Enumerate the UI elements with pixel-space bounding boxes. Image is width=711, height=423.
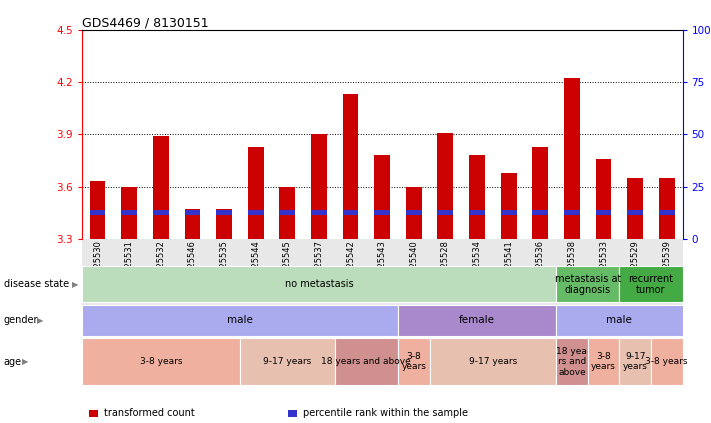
Text: 9-17 years: 9-17 years xyxy=(263,357,311,366)
Text: percentile rank within the sample: percentile rank within the sample xyxy=(303,408,468,418)
Bar xyxy=(216,209,232,239)
Text: metastasis at
diagnosis: metastasis at diagnosis xyxy=(555,274,621,295)
Bar xyxy=(153,210,169,214)
Text: no metastasis: no metastasis xyxy=(284,280,353,289)
Text: recurrent
tumor: recurrent tumor xyxy=(629,274,673,295)
Bar xyxy=(311,210,327,214)
Text: 9-17
years: 9-17 years xyxy=(623,352,648,371)
Text: gender: gender xyxy=(4,316,38,325)
Bar xyxy=(533,146,548,239)
Text: 3-8
years: 3-8 years xyxy=(401,352,426,371)
Text: 18 yea
rs and
above: 18 yea rs and above xyxy=(557,347,587,376)
Text: 3-8
years: 3-8 years xyxy=(591,352,616,371)
Bar xyxy=(247,210,264,214)
Bar xyxy=(564,210,579,214)
Bar xyxy=(185,210,201,214)
Bar xyxy=(343,210,358,214)
Bar xyxy=(406,187,422,239)
Bar xyxy=(374,155,390,239)
Text: age: age xyxy=(4,357,21,367)
Bar xyxy=(279,210,295,214)
Text: 3-8 years: 3-8 years xyxy=(646,357,688,366)
Bar xyxy=(469,210,485,214)
Bar xyxy=(216,210,232,214)
Bar xyxy=(90,181,105,239)
Bar xyxy=(90,210,105,214)
Text: 18 years and above: 18 years and above xyxy=(321,357,411,366)
Text: 9-17 years: 9-17 years xyxy=(469,357,517,366)
Text: ▶: ▶ xyxy=(37,316,43,325)
Bar xyxy=(406,210,422,214)
Bar xyxy=(437,132,454,239)
Bar xyxy=(533,210,548,214)
Bar xyxy=(564,79,579,239)
Text: ▶: ▶ xyxy=(72,280,78,289)
Bar xyxy=(659,210,675,214)
Bar xyxy=(627,210,643,214)
Bar xyxy=(122,187,137,239)
Bar xyxy=(469,155,485,239)
Bar xyxy=(343,94,358,239)
Text: GDS4469 / 8130151: GDS4469 / 8130151 xyxy=(82,17,208,30)
Bar xyxy=(437,210,454,214)
Bar xyxy=(311,135,327,239)
Text: female: female xyxy=(459,316,495,325)
Bar xyxy=(122,210,137,214)
Bar xyxy=(279,187,295,239)
Bar xyxy=(153,136,169,239)
Text: 3-8 years: 3-8 years xyxy=(139,357,182,366)
Text: male: male xyxy=(606,316,632,325)
Bar xyxy=(501,210,517,214)
Bar xyxy=(374,210,390,214)
Bar xyxy=(596,159,611,239)
Bar xyxy=(627,178,643,239)
Bar xyxy=(247,146,264,239)
Bar xyxy=(596,210,611,214)
Text: transformed count: transformed count xyxy=(104,408,195,418)
Bar xyxy=(185,209,201,239)
Text: disease state: disease state xyxy=(4,280,69,289)
Text: male: male xyxy=(227,316,253,325)
Bar xyxy=(501,173,517,239)
Bar xyxy=(659,178,675,239)
Text: ▶: ▶ xyxy=(22,357,28,366)
